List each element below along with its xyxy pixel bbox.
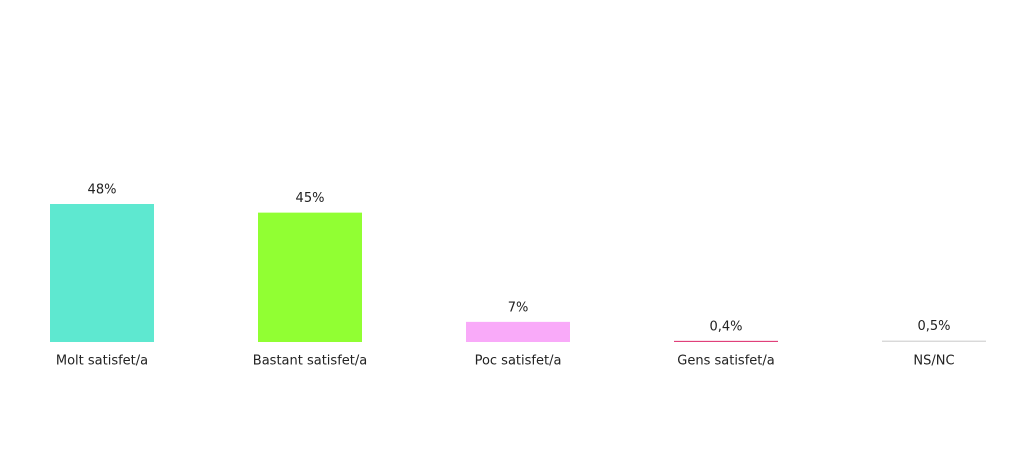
x-tick-label: Poc satisfet/a: [475, 354, 562, 369]
x-tick-label: Molt satisfet/a: [56, 354, 148, 369]
bar: [258, 212, 362, 342]
value-label: 0,4%: [709, 319, 742, 334]
value-label: 7%: [508, 300, 529, 315]
bar: [882, 340, 986, 342]
value-label: 45%: [296, 191, 325, 206]
value-label: 0,5%: [917, 319, 950, 334]
bar: [466, 321, 570, 342]
x-tick-label: Bastant satisfet/a: [253, 354, 367, 369]
value-label: 48%: [88, 183, 117, 198]
x-tick-label: NS/NC: [913, 354, 954, 369]
bar: [50, 204, 154, 342]
x-tick-label: Gens satisfet/a: [677, 354, 774, 369]
bar: [674, 340, 778, 342]
